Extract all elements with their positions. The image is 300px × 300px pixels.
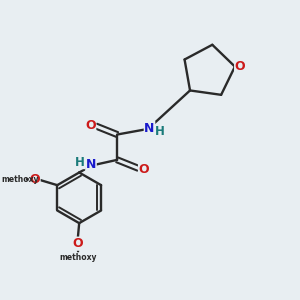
Text: O: O [73,237,83,250]
Text: O: O [139,163,149,176]
Text: methoxy: methoxy [59,253,97,262]
Text: O: O [29,173,40,186]
Text: N: N [144,122,155,135]
Text: H: H [75,156,85,169]
Text: H: H [154,125,164,138]
Text: O: O [85,119,96,132]
Text: O: O [235,60,245,73]
Text: methoxy: methoxy [1,175,39,184]
Text: N: N [86,158,96,171]
